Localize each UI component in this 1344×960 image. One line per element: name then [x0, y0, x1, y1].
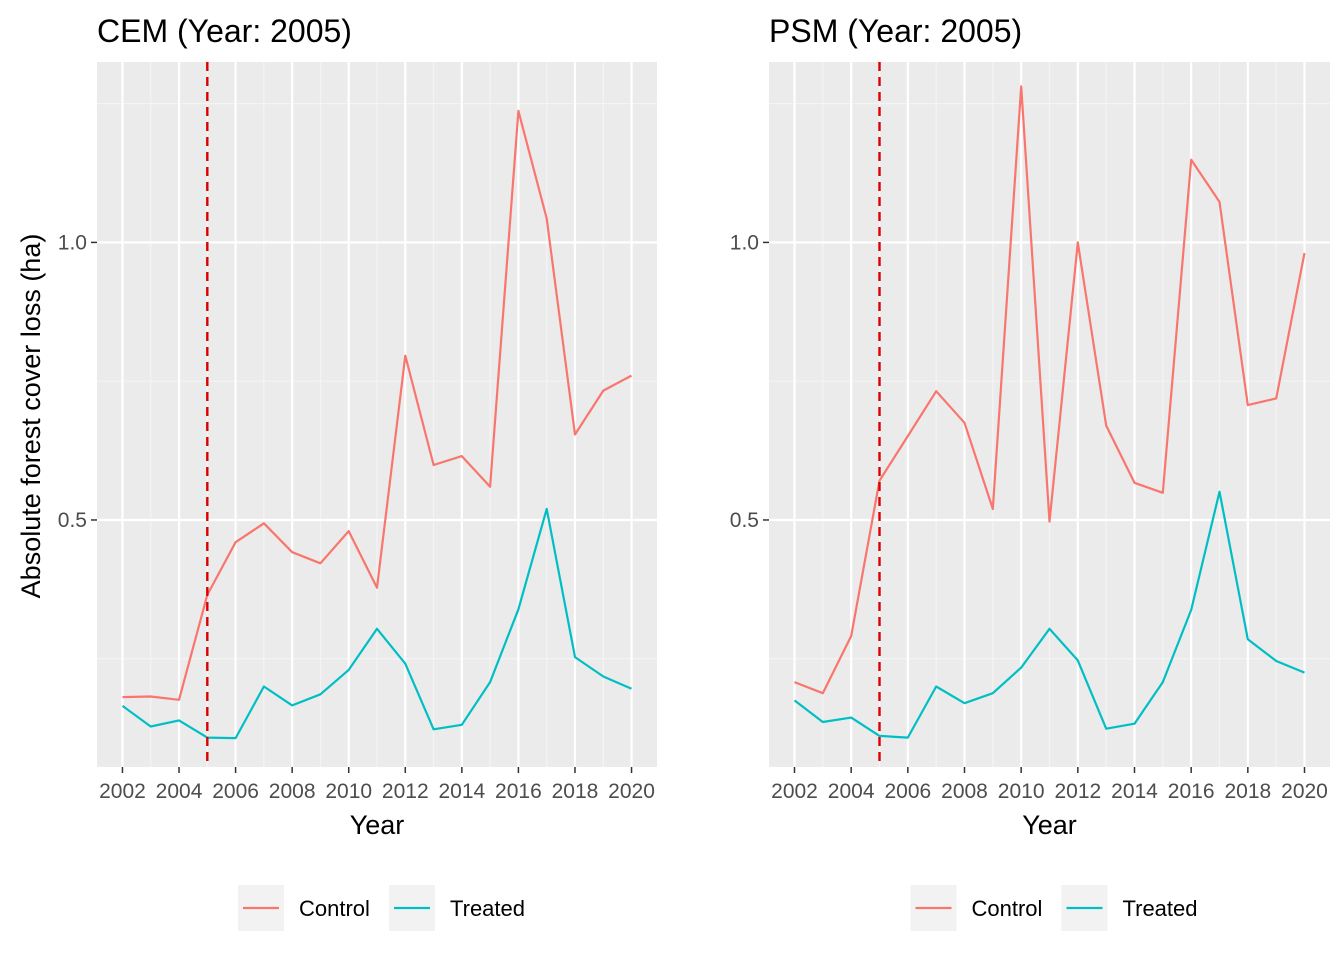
chart-title: PSM (Year: 2005): [769, 13, 1022, 49]
x-tick-label: 2014: [1111, 780, 1158, 803]
legend: Control Treated: [238, 885, 525, 931]
legend-label-control: Control: [972, 896, 1043, 921]
x-axis-title: Year: [1022, 810, 1077, 840]
x-tick-label: 2004: [828, 780, 875, 803]
x-tick-label: 2006: [212, 780, 259, 803]
x-tick-label: 2010: [325, 780, 372, 803]
x-tick-label: 2002: [99, 780, 146, 803]
x-tick-label: 2008: [269, 780, 316, 803]
x-tick-label: 2018: [552, 780, 599, 803]
x-tick-label: 2016: [1168, 780, 1215, 803]
y-tick-label: 1.0: [58, 231, 87, 254]
y-tick-label: 0.5: [58, 509, 87, 532]
x-tick-label: 2018: [1224, 780, 1271, 803]
series-line-treated: [793, 490, 1305, 739]
y-axis-title: Absolute forest cover loss (ha): [16, 234, 46, 599]
chart-title: CEM (Year: 2005): [97, 13, 352, 49]
x-tick-label: 2006: [884, 780, 931, 803]
x-tick-label: 2020: [608, 780, 655, 803]
legend-label-treated: Treated: [450, 896, 525, 921]
x-tick-label: 2012: [1054, 780, 1101, 803]
x-tick-label: 2012: [382, 780, 429, 803]
series-line-control: [794, 85, 1306, 695]
y-tick-label: 1.0: [730, 231, 759, 254]
legend-label-control: Control: [299, 896, 370, 921]
x-tick-label: 2002: [771, 780, 818, 803]
x-tick-label: 2020: [1281, 780, 1328, 803]
x-axis-title: Year: [350, 810, 405, 840]
x-tick-label: 2008: [941, 780, 988, 803]
psm-chart: PSM (Year: 2005) 0.5 1.0 2002 2004 2006 2008 20…: [730, 13, 1330, 931]
x-tick-label: 2010: [998, 780, 1045, 803]
cem-chart: CEM (Year: 2005) 0.5 1.0 2002 2004 2006 2008 20…: [58, 13, 657, 931]
legend-label-treated: Treated: [1123, 896, 1198, 921]
x-tick-label: 2014: [438, 780, 485, 803]
x-tick-label: 2004: [156, 780, 203, 803]
x-tick-label: 2016: [495, 780, 542, 803]
legend: Control Treated: [910, 885, 1198, 931]
y-tick-label: 0.5: [730, 509, 759, 532]
